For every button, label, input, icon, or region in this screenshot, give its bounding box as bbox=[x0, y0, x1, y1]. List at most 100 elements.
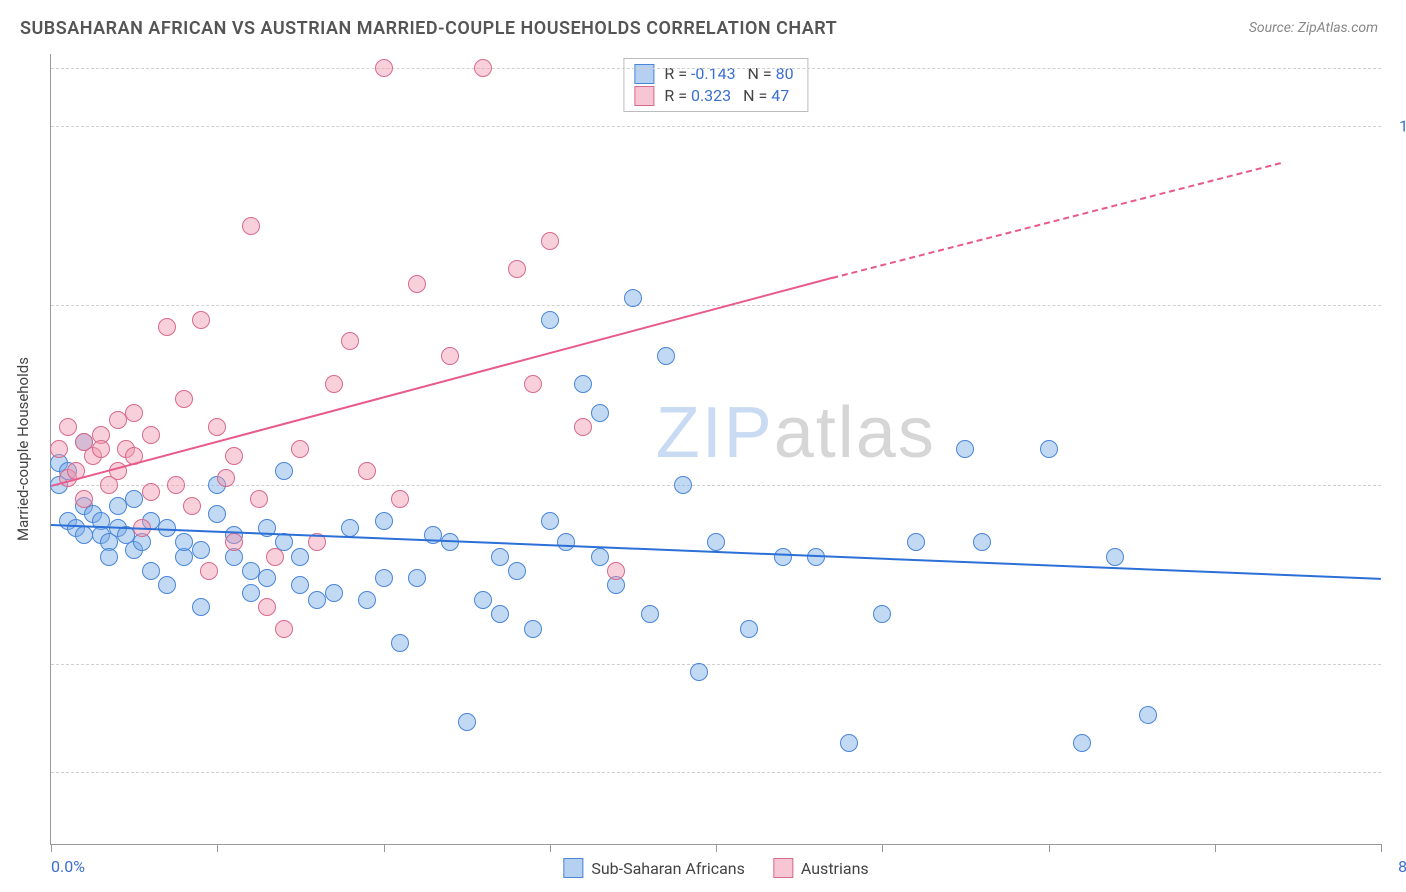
data-point bbox=[956, 440, 974, 458]
legend-item: Sub-Saharan Africans bbox=[563, 858, 745, 878]
data-point bbox=[408, 569, 426, 587]
watermark-atlas: atlas bbox=[774, 393, 936, 473]
data-point bbox=[690, 663, 708, 681]
data-point bbox=[508, 562, 526, 580]
watermark-zip: ZIP bbox=[656, 393, 774, 473]
data-point bbox=[591, 548, 609, 566]
data-point bbox=[408, 275, 426, 293]
data-point bbox=[375, 569, 393, 587]
x-tick-label-max: 80.0% bbox=[1381, 857, 1406, 876]
data-point bbox=[75, 490, 93, 508]
data-point bbox=[225, 533, 243, 551]
data-point bbox=[574, 375, 592, 393]
data-point bbox=[192, 541, 210, 559]
data-point bbox=[275, 620, 293, 638]
data-point bbox=[175, 533, 193, 551]
data-point bbox=[208, 505, 226, 523]
data-point bbox=[192, 598, 210, 616]
data-point bbox=[375, 59, 393, 77]
data-point bbox=[325, 584, 343, 602]
correlation-stats-legend: R = -0.143 N = 80R = 0.323 N = 47 bbox=[623, 58, 808, 112]
data-point bbox=[258, 598, 276, 616]
data-point bbox=[907, 533, 925, 551]
data-point bbox=[1139, 706, 1157, 724]
data-point bbox=[740, 620, 758, 638]
data-point bbox=[1106, 548, 1124, 566]
series-swatch bbox=[634, 64, 654, 84]
gridline bbox=[51, 305, 1381, 306]
data-point bbox=[192, 311, 210, 329]
trend-line-dashed bbox=[832, 162, 1281, 279]
data-point bbox=[258, 569, 276, 587]
x-tick bbox=[51, 844, 52, 852]
gridline bbox=[51, 485, 1381, 486]
series-legend: Sub-Saharan Africans Austrians bbox=[563, 858, 868, 878]
stats-row: R = -0.143 N = 80 bbox=[634, 63, 793, 85]
data-point bbox=[50, 440, 68, 458]
x-tick bbox=[1381, 844, 1382, 852]
gridline bbox=[51, 126, 1381, 127]
legend-swatch bbox=[563, 858, 583, 878]
data-point bbox=[491, 605, 509, 623]
data-point bbox=[175, 390, 193, 408]
data-point bbox=[624, 289, 642, 307]
data-point bbox=[242, 217, 260, 235]
scatter-plot-area: Married-couple Households ZIPatlas R = -… bbox=[50, 54, 1381, 845]
x-tick bbox=[550, 844, 551, 852]
data-point bbox=[524, 620, 542, 638]
stats-row: R = 0.323 N = 47 bbox=[634, 85, 793, 107]
data-point bbox=[375, 512, 393, 530]
data-point bbox=[391, 490, 409, 508]
x-tick-label-min: 0.0% bbox=[51, 857, 85, 876]
data-point bbox=[242, 562, 260, 580]
source-attribution: Source: ZipAtlas.com bbox=[1249, 20, 1378, 36]
data-point bbox=[591, 404, 609, 422]
data-point bbox=[1073, 734, 1091, 752]
legend-item: Austrians bbox=[773, 858, 869, 878]
data-point bbox=[142, 426, 160, 444]
y-tick-label: 25.0% bbox=[1391, 655, 1406, 674]
data-point bbox=[541, 311, 559, 329]
legend-label: Sub-Saharan Africans bbox=[591, 859, 745, 878]
data-point bbox=[524, 375, 542, 393]
gridline bbox=[51, 68, 1381, 69]
data-point bbox=[266, 548, 284, 566]
data-point bbox=[225, 447, 243, 465]
data-point bbox=[1040, 440, 1058, 458]
data-point bbox=[441, 347, 459, 365]
data-point bbox=[217, 469, 235, 487]
data-point bbox=[109, 497, 127, 515]
x-tick bbox=[384, 844, 385, 852]
data-point bbox=[75, 526, 93, 544]
data-point bbox=[142, 483, 160, 501]
data-point bbox=[491, 548, 509, 566]
data-point bbox=[541, 232, 559, 250]
data-point bbox=[341, 519, 359, 537]
gridline bbox=[51, 772, 1381, 773]
y-tick-label: 50.0% bbox=[1391, 475, 1406, 494]
data-point bbox=[142, 562, 160, 580]
data-point bbox=[183, 497, 201, 515]
data-point bbox=[657, 347, 675, 365]
data-point bbox=[873, 605, 891, 623]
y-axis-label: Married-couple Households bbox=[14, 357, 32, 541]
data-point bbox=[208, 418, 226, 436]
data-point bbox=[674, 476, 692, 494]
data-point bbox=[200, 562, 218, 580]
x-tick bbox=[1215, 844, 1216, 852]
data-point bbox=[308, 591, 326, 609]
data-point bbox=[158, 576, 176, 594]
data-point bbox=[100, 548, 118, 566]
data-point bbox=[59, 418, 77, 436]
x-tick bbox=[1049, 844, 1050, 852]
data-point bbox=[109, 411, 127, 429]
gridline bbox=[51, 664, 1381, 665]
data-point bbox=[291, 576, 309, 594]
legend-label: Austrians bbox=[801, 859, 869, 878]
data-point bbox=[291, 440, 309, 458]
legend-swatch bbox=[773, 858, 793, 878]
y-tick-label: 75.0% bbox=[1391, 296, 1406, 315]
data-point bbox=[167, 476, 185, 494]
data-point bbox=[641, 605, 659, 623]
watermark: ZIPatlas bbox=[656, 392, 936, 474]
